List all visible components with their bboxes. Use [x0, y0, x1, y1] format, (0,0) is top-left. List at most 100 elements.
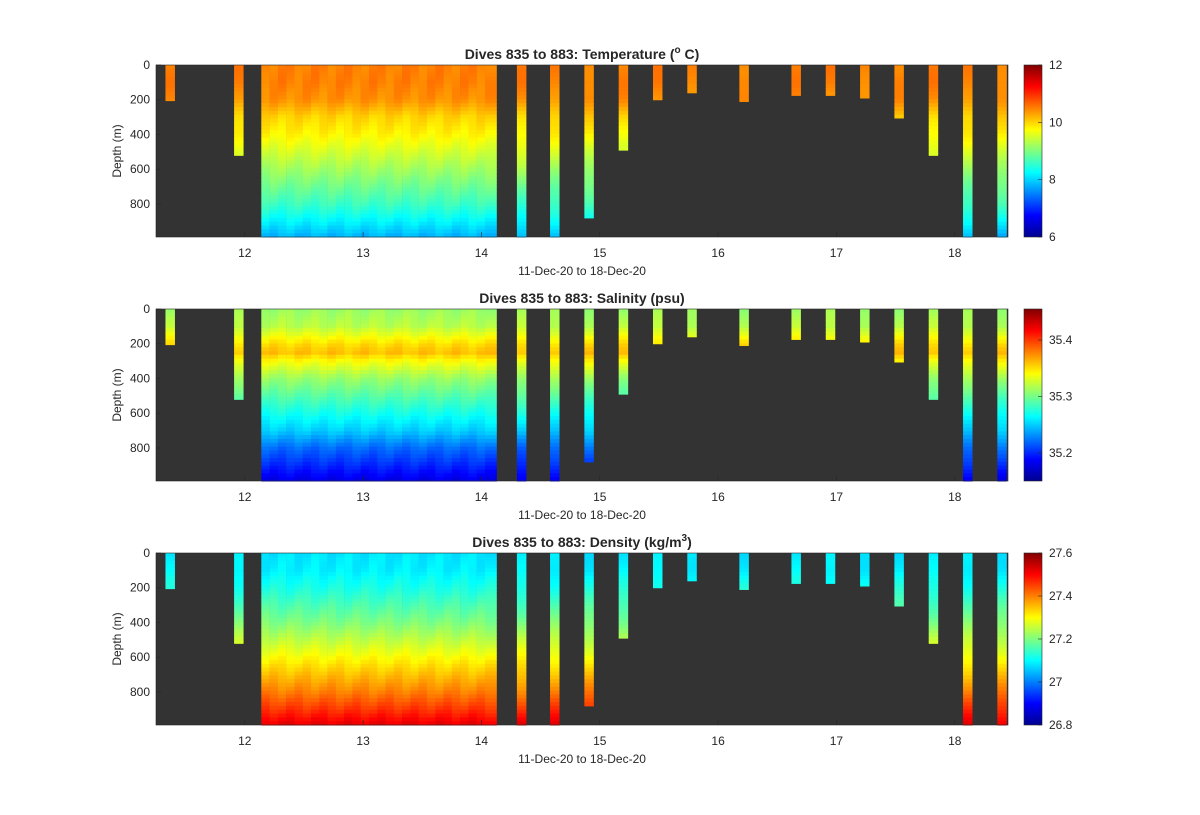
profile-cell: [584, 416, 594, 421]
profile-cell: [435, 229, 444, 234]
profile-cell: [377, 129, 386, 135]
profile-cell: [584, 572, 594, 577]
profile-cell: [360, 172, 370, 177]
profile-cell: [476, 568, 486, 573]
profile-cell: [335, 114, 345, 120]
profile-cell: [294, 149, 303, 154]
profile-cell: [277, 156, 287, 162]
profile-cell: [269, 187, 279, 192]
profile-cell: [234, 137, 244, 142]
profile-cell: [435, 694, 444, 699]
profile-cell: [426, 160, 436, 165]
profile-cell: [294, 717, 303, 722]
profile-cell: [550, 198, 560, 204]
profile-cell: [294, 473, 303, 478]
profile-cell: [460, 373, 469, 379]
profile-cell: [410, 87, 419, 93]
profile-cell: [277, 175, 287, 181]
profile-cell: [294, 179, 303, 184]
profile-cell: [451, 660, 461, 665]
profile-cell: [516, 76, 527, 81]
profile-cell: [516, 362, 527, 367]
profile-cell: [468, 560, 477, 565]
profile-cell: [393, 575, 403, 581]
profile-cell: [402, 400, 411, 406]
profile-cell: [402, 686, 411, 692]
profile-cell: [344, 80, 353, 85]
profile-cell: [484, 637, 497, 642]
profile-cell: [739, 80, 749, 85]
profile-cell: [963, 210, 973, 215]
profile-cell: [963, 454, 973, 459]
profile-cell: [344, 572, 353, 577]
profile-cell: [377, 103, 386, 108]
profile-cell: [360, 473, 370, 478]
profile-cell: [393, 149, 403, 154]
profile-cell: [335, 621, 345, 627]
profile-cell: [443, 191, 453, 196]
profile-cell: [360, 331, 370, 337]
profile-cell: [344, 160, 353, 165]
profile-cell: [393, 118, 403, 123]
profile-cell: [476, 187, 486, 192]
profile-cell: [476, 99, 486, 104]
profile-cell: [377, 68, 386, 74]
profile-cell: [319, 560, 328, 565]
profile-cell: [418, 705, 428, 711]
profile-cell: [468, 324, 477, 329]
profile-cell: [418, 560, 428, 565]
profile-cell: [286, 679, 295, 684]
profile-cell: [311, 221, 320, 227]
profile-cell: [402, 103, 411, 108]
profile-cell: [377, 183, 386, 188]
profile-cell: [269, 221, 279, 227]
profile-cell: [516, 225, 527, 230]
profile-cell: [443, 328, 453, 333]
profile-cell: [385, 175, 395, 181]
dive-profile: [550, 553, 560, 726]
profile-cell: [418, 114, 428, 120]
profile-cell: [484, 698, 497, 703]
profile-cell: [294, 198, 303, 204]
profile-cell: [418, 362, 428, 367]
profile-cell: [418, 129, 428, 135]
profile-cell: [393, 366, 403, 371]
profile-cell: [369, 705, 378, 711]
profile-cell: [261, 477, 270, 482]
profile-cell: [302, 694, 312, 699]
dive-profile: [335, 65, 345, 238]
profile-cell: [344, 404, 353, 409]
profile-cell: [484, 438, 497, 444]
profile-cell: [319, 370, 328, 375]
profile-cell: [385, 461, 395, 467]
profile-cell: [269, 152, 279, 158]
profile-cell: [294, 194, 303, 200]
profile-cell: [484, 602, 497, 608]
profile-cell: [451, 137, 461, 142]
profile-cell: [963, 458, 973, 463]
profile-cell: [402, 553, 411, 558]
profile-cell: [344, 469, 353, 474]
profile-cell: [286, 114, 295, 120]
profile-cell: [451, 465, 461, 471]
profile-cell: [352, 84, 361, 89]
profile-cell: [319, 396, 328, 402]
profile-cell: [484, 149, 497, 154]
profile-cell: [277, 233, 287, 238]
profile-cell: [302, 671, 312, 676]
profile-cell: [319, 454, 328, 459]
profile-cell: [451, 408, 461, 413]
profile-cell: [302, 316, 312, 321]
profile-cell: [739, 72, 749, 77]
profile-cell: [360, 461, 370, 467]
dive-profile: [618, 553, 629, 639]
profile-cell: [261, 435, 270, 440]
profile-cell: [327, 438, 337, 444]
profile-cell: [410, 312, 419, 318]
profile-cell: [393, 80, 403, 85]
profile-cell: [860, 72, 870, 77]
profile-cell: [369, 694, 378, 699]
profile-cell: [484, 206, 497, 211]
profile-cell: [410, 458, 419, 463]
profile-cell: [344, 187, 353, 192]
